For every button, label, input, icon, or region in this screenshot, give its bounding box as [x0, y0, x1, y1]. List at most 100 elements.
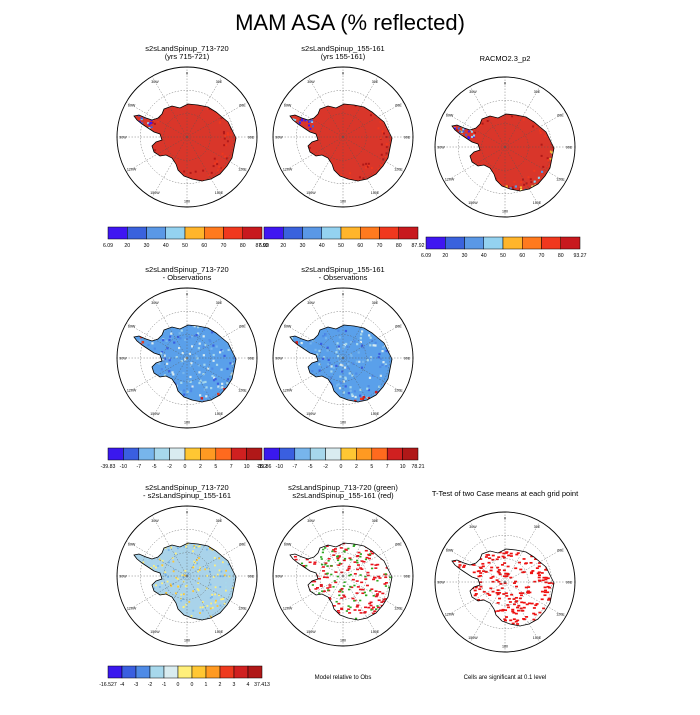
colorbar-swatch — [219, 665, 235, 679]
colorbar-tick-label: 78.21 — [412, 464, 425, 470]
longitude-label: 120E — [556, 178, 565, 182]
colorbar-tick-label: 10 — [400, 464, 406, 470]
colorbar-tick-label: -39.83 — [101, 464, 116, 470]
longitude-label: 60E — [395, 325, 402, 329]
colorbar-tick-label: 7 — [386, 464, 389, 470]
longitude-label: 150W — [306, 412, 316, 416]
colorbar-swatch — [360, 226, 380, 240]
colorbar-swatch — [402, 447, 419, 461]
longitude-label: 150E — [215, 630, 224, 634]
map-panel: s2sLandSpinup_713-720 (yrs 715-721) 0 30E 60… — [103, 45, 269, 270]
colorbar-swatch — [263, 226, 284, 240]
colorbar: 6.09 20 30 40 50 60 70 80 87.92 — [103, 226, 269, 249]
panel-title-line: (yrs 155-161) — [320, 52, 366, 61]
panel-title-line: (yrs 715-721) — [164, 52, 210, 61]
colorbar-tick-label: 1 — [205, 682, 208, 688]
polar-map: 0 30E 60E 90E 120E 150E 180 150W 120W 90W 60W 30W — [272, 66, 414, 208]
panel-title-line: - Observations — [162, 273, 212, 282]
longitude-label: 120W — [283, 168, 293, 172]
colorbar-swatch — [138, 447, 155, 461]
longitude-label: 180 — [184, 639, 190, 643]
longitude-label: 0 — [186, 72, 188, 76]
panel-title-line: s2sLandSpinup_713-720 — [145, 483, 229, 492]
colorbar-swatch — [340, 226, 361, 240]
panel-title: s2sLandSpinup_155-161 (yrs 155-161) — [248, 45, 438, 61]
longitude-label: 120W — [283, 389, 293, 393]
longitude-label: 60E — [557, 114, 564, 118]
longitude-label: 150E — [533, 636, 542, 640]
colorbar-tick-label: 0 — [184, 464, 187, 470]
colorbar-tick-label: 2 — [199, 464, 202, 470]
longitude-label: 0 — [186, 511, 188, 515]
colorbar-tick-label: 37.413 — [254, 682, 270, 688]
map-panel: T-Test of two Case means at each grid po… — [430, 490, 580, 715]
longitude-label: 150W — [150, 191, 160, 195]
longitude-label: 60W — [446, 549, 454, 553]
colorbar-swatch — [121, 665, 137, 679]
map-panel: RACMO2.3_p2 0 30E 60E 90E 120E 150E 180 150W 120W… — [421, 55, 587, 280]
colorbar-tick-label: 2 — [219, 682, 222, 688]
longitude-label: 30E — [216, 80, 223, 84]
longitude-label: 30E — [534, 525, 541, 529]
longitude-label: 30E — [372, 519, 379, 523]
longitude-label: 90W — [275, 357, 283, 361]
colorbar-swatch — [371, 447, 388, 461]
panel-title-line: s2sLandSpinup_155-161 (red) — [292, 491, 394, 500]
colorbar-tick-label: 60 — [357, 243, 363, 249]
colorbar-tick-label: 50 — [338, 243, 344, 249]
colorbar-tick-label: 5 — [214, 464, 217, 470]
longitude-label: 60W — [284, 325, 292, 329]
panel-title-line: s2sLandSpinup_713-720 (green) — [288, 483, 398, 492]
longitude-label: 0 — [342, 72, 344, 76]
longitude-label: 30E — [372, 301, 379, 305]
panel-title-line: s2sLandSpinup_713-720 — [145, 44, 229, 53]
colorbar-tick-label: 60 — [201, 243, 207, 249]
colorbar-tick-label: 4 — [247, 682, 250, 688]
map-frame — [272, 505, 414, 647]
colorbar-tick-label: 78.2 — [257, 464, 267, 470]
longitude-label: 120W — [445, 178, 455, 182]
panel-title: T-Test of two Case means at each grid po… — [410, 490, 600, 498]
longitude-label: 150W — [306, 191, 316, 195]
longitude-label: 30W — [469, 525, 477, 529]
longitude-label: 120E — [556, 613, 565, 617]
colorbar-tick-label: -4 — [120, 682, 125, 688]
longitude-label: 90W — [275, 575, 283, 579]
longitude-label: 60W — [284, 543, 292, 547]
colorbar-swatch — [163, 665, 179, 679]
longitude-label: 180 — [340, 639, 346, 643]
colorbar-tick-label: 60 — [519, 253, 525, 259]
longitude-label: 60E — [395, 543, 402, 547]
coastline — [451, 548, 555, 627]
longitude-label: 150W — [306, 630, 316, 634]
longitude-label: 0 — [504, 82, 506, 86]
colorbar-swatch — [165, 226, 186, 240]
colorbar-tick-label: 6.09 — [259, 243, 269, 249]
colorbar-swatch — [135, 665, 151, 679]
colorbar-tick-label: 30 — [462, 253, 468, 259]
colorbar-swatch — [340, 447, 357, 461]
map-frame — [434, 76, 576, 218]
colorbar-tick-label: 3 — [233, 682, 236, 688]
colorbar-swatch — [325, 447, 342, 461]
longitude-label: 120E — [394, 607, 403, 611]
longitude-label: 60W — [446, 114, 454, 118]
significance-note: Cells are significant at 0.1 level — [463, 675, 547, 681]
longitude-label: 0 — [342, 293, 344, 297]
longitude-label: 180 — [502, 210, 508, 214]
map-panel: s2sLandSpinup_713-720- s2sLandSpinup_155… — [99, 484, 270, 709]
colorbar-tick-label: 80 — [396, 243, 402, 249]
colorbar-tick-label: 93.27 — [574, 253, 587, 259]
colorbar-tick-label: -5 — [308, 464, 313, 470]
longitude-label: 30W — [307, 301, 315, 305]
longitude-label: 120E — [238, 168, 247, 172]
longitude-label: 150E — [371, 630, 380, 634]
colorbar-swatch — [233, 665, 249, 679]
map-panel: s2sLandSpinup_713-720- Observations 0 30E 6… — [101, 266, 268, 491]
colorbar-tick-label: 40 — [481, 253, 487, 259]
colorbar-tick-label: -3 — [134, 682, 139, 688]
colorbar-tick-label: 87.92 — [256, 243, 269, 249]
colorbar-swatch — [483, 236, 504, 250]
colorbar-tick-label: -10 — [276, 464, 284, 470]
colorbar-tick-label: 70 — [539, 253, 545, 259]
